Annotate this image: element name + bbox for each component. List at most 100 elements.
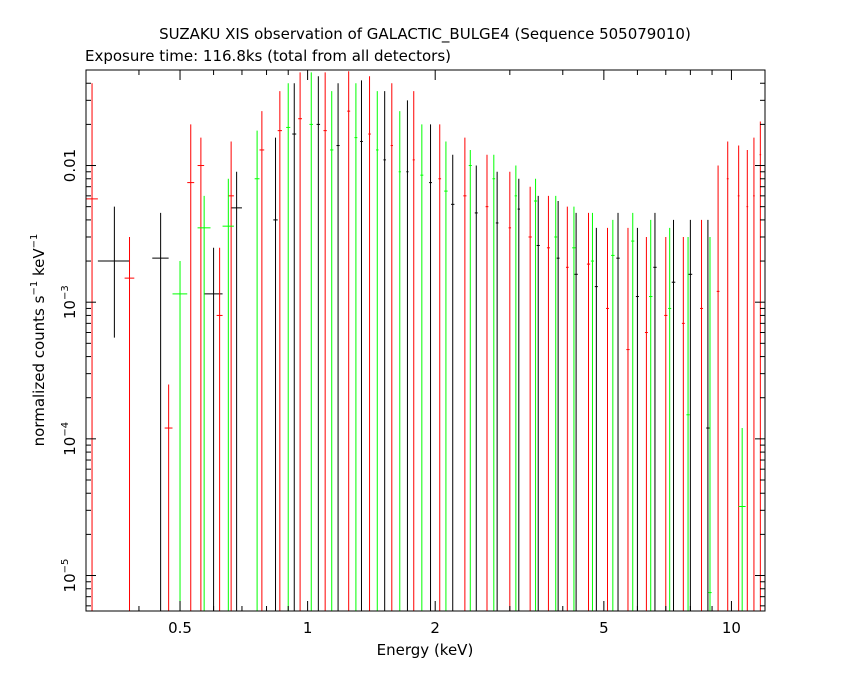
data-point [292, 83, 297, 611]
data-point [644, 236, 648, 611]
data-point [753, 137, 755, 611]
data-point [626, 227, 630, 611]
data-point [708, 236, 712, 611]
data-point [429, 124, 432, 611]
data-point [611, 219, 615, 611]
data-point [746, 149, 749, 611]
data-point [495, 171, 499, 611]
data-point [323, 72, 327, 611]
data-point [468, 149, 472, 611]
data-point [726, 141, 729, 611]
series-0 [97, 76, 710, 611]
data-point [228, 141, 234, 611]
data-point [197, 195, 211, 611]
data-point [254, 130, 260, 611]
y-tick-label: 10−5 [60, 559, 79, 593]
data-point [594, 227, 598, 611]
data-point [572, 206, 576, 611]
data-point [664, 236, 668, 611]
data-point [97, 206, 130, 338]
data-point [700, 219, 704, 611]
data-point [420, 124, 424, 611]
data-point [686, 236, 690, 611]
data-point [688, 219, 693, 611]
data-point [398, 111, 401, 611]
data-point [86, 83, 98, 611]
data-point [653, 212, 657, 611]
data-point [738, 428, 746, 611]
data-point [298, 72, 303, 611]
data-point [474, 165, 478, 611]
y-tick-label: 10−4 [60, 422, 79, 456]
data-point [336, 83, 340, 611]
y-axis-label-main: normalized counts s [30, 295, 48, 446]
data-point [586, 212, 591, 611]
data-point [273, 137, 278, 611]
y-tick-label: 0.01 [61, 149, 79, 182]
data-point [759, 121, 762, 611]
data-point [451, 154, 455, 611]
data-point [565, 206, 569, 611]
data-point [546, 195, 550, 611]
data-point [706, 219, 710, 611]
data-point [438, 124, 442, 611]
data-point [216, 247, 223, 611]
data-point [590, 212, 595, 611]
data-point [286, 83, 291, 611]
data-point [412, 91, 415, 611]
series-1 [86, 71, 762, 611]
x-axis-label: Energy (keV) [377, 641, 474, 659]
data-point [383, 91, 386, 611]
data-point [508, 171, 512, 611]
data-point [668, 227, 672, 611]
x-tick-label: 2 [430, 619, 440, 637]
data-point [309, 72, 314, 611]
data-point [606, 227, 609, 611]
data-point [390, 83, 393, 611]
data-point [649, 219, 653, 611]
data-point [172, 261, 188, 611]
data-point [406, 100, 409, 611]
x-tick-label: 0.5 [168, 619, 192, 637]
data-point [556, 201, 560, 611]
data-point [360, 80, 363, 611]
data-point [574, 212, 578, 611]
chart-subtitle: Exposure time: 116.8ks (total from all d… [85, 47, 451, 65]
data-point [528, 186, 532, 611]
y-axis-label: normalized counts s−1 keV−1 [29, 234, 48, 447]
data-point [164, 384, 173, 611]
x-tick-label: 10 [722, 619, 741, 637]
data-point [533, 178, 538, 611]
data-point [231, 171, 242, 611]
data-point [277, 91, 282, 611]
data-point [485, 154, 489, 611]
x-tick-label: 1 [303, 619, 313, 637]
data-point [737, 145, 740, 611]
data-point [616, 212, 620, 611]
y-axis-label-unit: keV [30, 248, 48, 281]
series-layer [86, 71, 762, 611]
x-tick-label: 5 [599, 619, 609, 637]
chart-title: SUZAKU XIS observation of GALACTIC_BULGE… [159, 25, 691, 44]
data-point [492, 154, 496, 611]
data-point [671, 219, 676, 611]
data-point [463, 137, 467, 611]
data-point [347, 71, 351, 611]
data-point [197, 137, 205, 611]
data-point [354, 83, 358, 611]
data-point [187, 124, 195, 611]
y-axis-label-exp2: −1 [29, 234, 40, 249]
plot-frame [85, 69, 766, 612]
data-point [259, 111, 265, 611]
data-point [681, 236, 685, 611]
data-point [635, 227, 639, 611]
data-point [716, 165, 720, 611]
data-point [631, 212, 635, 611]
data-point [330, 91, 334, 611]
data-point [316, 76, 321, 611]
data-point [517, 178, 520, 611]
data-point [376, 91, 379, 611]
data-point [152, 212, 169, 611]
data-point [554, 195, 558, 611]
